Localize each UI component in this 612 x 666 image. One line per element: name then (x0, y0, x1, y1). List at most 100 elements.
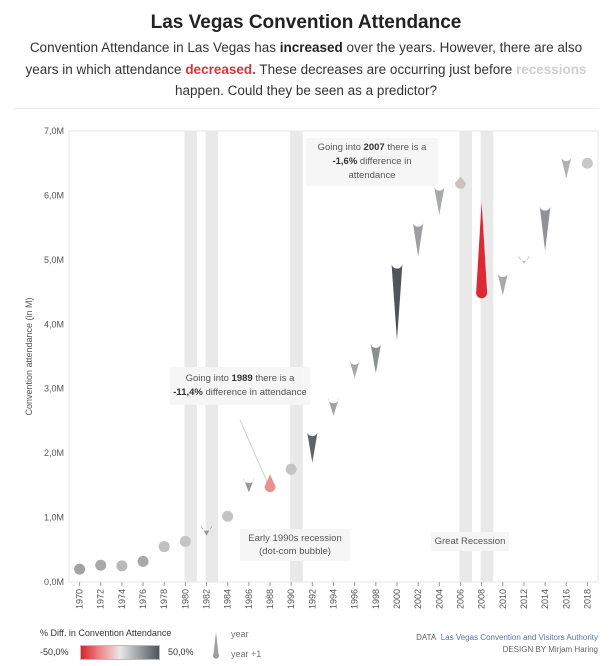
recession-band (184, 131, 197, 582)
anno-year: 1989 (231, 373, 253, 384)
subtitle-part: Convention Attendance in Las Vegas has (29, 40, 280, 55)
data-point (95, 559, 107, 571)
plot-frame (68, 130, 599, 583)
recession-label-early-90s: Early 1990s recession (dot-com bubble) (240, 529, 350, 561)
x-tick-label: 1980 (180, 589, 190, 609)
x-tick-label: 2012 (519, 589, 529, 609)
y-tick-label: 4,0M (44, 319, 64, 329)
annotation-leader-line (239, 419, 269, 485)
y-tick-label: 0,0M (44, 577, 64, 587)
legend-year-label: year (231, 629, 249, 639)
credits: DATA Las Vegas Convention and Visitors A… (416, 632, 598, 656)
y-tick-label: 7,0M (44, 126, 64, 136)
data-label: DATA (416, 633, 437, 642)
recession-band (459, 131, 473, 582)
data-point (264, 474, 276, 493)
x-tick-label: 2000 (392, 589, 402, 609)
legend-title: % Diff. in Convention Attendance (40, 628, 172, 638)
recession-band (480, 131, 494, 582)
x-tick-label: 1994 (329, 589, 339, 609)
legend-min: -50,0% (40, 647, 69, 657)
data-point (349, 359, 361, 378)
anno-text: there is a (252, 373, 295, 384)
data-point (518, 255, 530, 264)
data-point (454, 176, 466, 189)
data-point (201, 525, 213, 536)
anno-text: there is a (384, 142, 427, 153)
recession-band (205, 131, 219, 582)
x-tick-label: 2004 (434, 589, 444, 609)
data-point (560, 155, 572, 179)
x-tick-label: 2002 (413, 589, 423, 609)
x-tick-label: 1970 (75, 589, 85, 609)
x-tick-label: 2008 (477, 589, 487, 609)
anno-year: 2007 (363, 142, 385, 153)
y-axis-title: Convention attendance (in M) (24, 297, 34, 415)
recession-band (290, 131, 303, 582)
y-tick-label: 5,0M (44, 255, 64, 265)
anno-text: Going into (185, 373, 232, 384)
subtitle-decreased: decreased. (185, 61, 256, 77)
subtitle-part: over the years. However, there are also … (25, 40, 583, 77)
data-source-link[interactable]: Las Vegas Convention and Visitors Author… (440, 633, 598, 642)
legend-shape-icon (213, 632, 219, 659)
attendance-chart: 0,0M 1,0M 2,0M 3,0M 4,0M 5,0M 6,0M 7,0M Conventi… (24, 126, 599, 609)
data-point (137, 555, 149, 567)
data-point (179, 535, 191, 547)
x-tick-label: 1992 (307, 589, 317, 609)
subtitle-part: These decreases are occurring just befor… (255, 61, 516, 77)
x-tick-label: 1978 (159, 589, 169, 609)
x-tick-label: 1996 (350, 589, 360, 609)
data-point (370, 342, 382, 374)
anno-text: difference in attendance (202, 387, 307, 398)
data-point (476, 201, 488, 299)
y-tick-label: 1,0M (44, 513, 64, 523)
data-point (539, 205, 551, 251)
data-point (285, 463, 297, 475)
x-tick-label: 1974 (117, 589, 127, 609)
data-point (497, 271, 509, 296)
design-credit: DESIGN BY Mirjam Haring (502, 645, 598, 654)
data-point (412, 221, 424, 257)
header-divider (14, 108, 598, 109)
subtitle-recessions: recessions (516, 61, 587, 77)
x-tick-label: 1984 (223, 589, 233, 609)
x-tick-label: 1982 (202, 589, 212, 609)
data-credit: DATA Las Vegas Convention and Visitors A… (416, 632, 598, 644)
x-tick-label: 1990 (286, 589, 296, 609)
x-tick-label: 2018 (582, 589, 592, 609)
data-point (74, 563, 86, 575)
x-tick-label: 1976 (138, 589, 148, 609)
y-tick-label: 3,0M (44, 384, 64, 394)
annotation-2007: Going into 2007 there is a -1,6% differe… (306, 138, 438, 186)
chart-subtitle: Convention Attendance in Las Vegas has i… (14, 37, 598, 102)
recession-label-great: Great Recession (431, 532, 509, 551)
data-point (433, 185, 445, 215)
legend-color-bar (80, 645, 160, 660)
x-tick-label: 1988 (265, 589, 275, 609)
x-tick-label: 1986 (244, 589, 254, 609)
data-point (243, 477, 255, 493)
annotation-1989: Going into 1989 there is a -11,4% differ… (170, 367, 310, 405)
anno-value: -1,6% (332, 156, 358, 167)
x-tick-label: 1972 (96, 589, 106, 609)
y-tick-label: 6,0M (44, 190, 64, 200)
x-tick-label: 2010 (498, 589, 508, 609)
data-point (116, 560, 128, 572)
chart-title: Las Vegas Convention Attendance (150, 12, 462, 33)
data-point (306, 430, 318, 463)
x-tick-label: 2014 (540, 589, 550, 609)
anno-value: -11,4% (173, 387, 203, 398)
data-point (581, 157, 593, 169)
data-point (222, 510, 234, 522)
x-tick-label: 2016 (561, 589, 571, 609)
subtitle-increased: increased (279, 40, 343, 55)
subtitle-part: happen. Could they be seen as a predicto… (175, 83, 437, 98)
data-point (158, 541, 170, 553)
data-point (328, 397, 339, 416)
legend-max: 50,0% (168, 647, 194, 657)
chart-area: 0,0M 1,0M 2,0M 3,0M 4,0M 5,0M 6,0M 7,0M Conventi… (0, 120, 612, 625)
x-tick-label: 1998 (371, 589, 381, 609)
data-point (391, 263, 403, 341)
anno-text: Going into (317, 142, 364, 153)
